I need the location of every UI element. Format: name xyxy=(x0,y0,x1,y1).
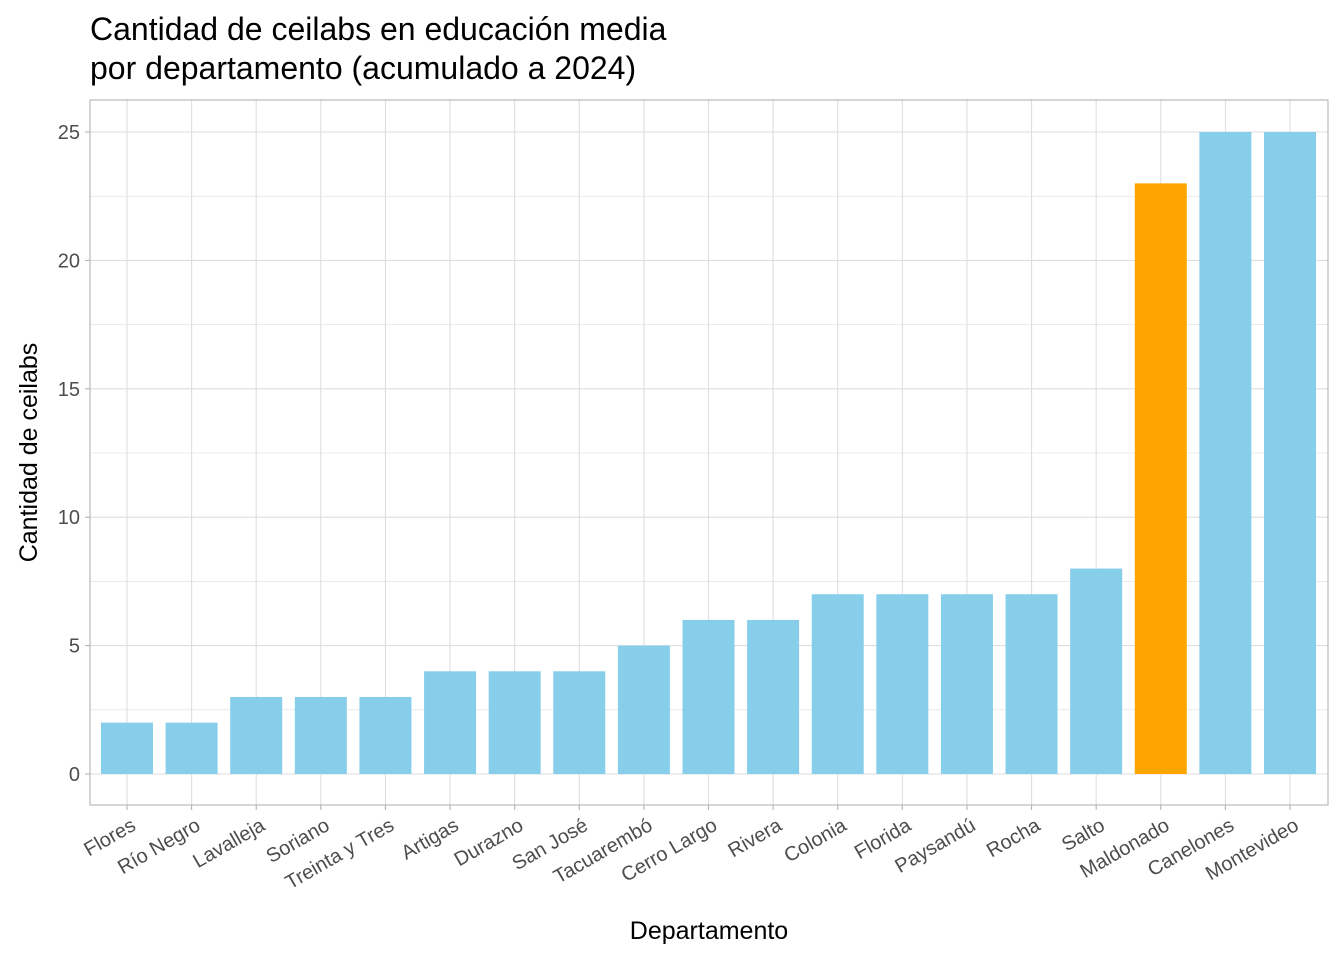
bar-rivera xyxy=(747,619,800,774)
y-tick-label: 15 xyxy=(58,379,80,401)
bar-maldonado xyxy=(1134,183,1187,775)
x-tick-label: Rivera xyxy=(725,814,787,862)
y-tick-label: 5 xyxy=(69,636,80,658)
x-tick-label: Lavalleja xyxy=(189,814,269,873)
y-tick-label: 25 xyxy=(58,122,80,144)
bar-paysandú xyxy=(940,594,993,774)
x-axis-label: Departamento xyxy=(630,917,788,945)
y-tick-label: 10 xyxy=(58,507,80,529)
bar-río-negro xyxy=(165,722,218,774)
bar-soriano xyxy=(294,696,347,774)
bar-treinta-y-tres xyxy=(359,696,412,774)
bar-flores xyxy=(101,722,153,774)
bar-salto xyxy=(1070,568,1123,774)
chart-title: Cantidad de ceilabs en educación media p… xyxy=(90,10,666,88)
y-axis-label: Cantidad de ceilabs xyxy=(15,343,43,563)
x-tick-label: Treinta y Tres xyxy=(282,814,398,894)
chart-title-line1: Cantidad de ceilabs en educación media xyxy=(90,11,667,47)
bar-colonia xyxy=(811,594,864,774)
bar-san-josé xyxy=(553,671,606,774)
x-tick-label: Colonia xyxy=(780,814,850,867)
bar-rocha xyxy=(1005,594,1058,774)
bar-montevideo xyxy=(1264,132,1316,774)
y-tick-label: 20 xyxy=(58,250,80,272)
bar-cerro-largo xyxy=(682,619,735,774)
y-tick-label: 0 xyxy=(69,764,80,786)
chart-title-line2: por departamento (acumulado a 2024) xyxy=(90,50,637,86)
bar-durazno xyxy=(488,671,541,774)
x-tick-label: Rocha xyxy=(983,814,1045,862)
bar-artigas xyxy=(424,671,477,774)
bar-lavalleja xyxy=(230,696,283,774)
bar-florida xyxy=(876,594,929,774)
bar-tacuarembó xyxy=(617,645,670,774)
bar-canelones xyxy=(1199,132,1252,774)
